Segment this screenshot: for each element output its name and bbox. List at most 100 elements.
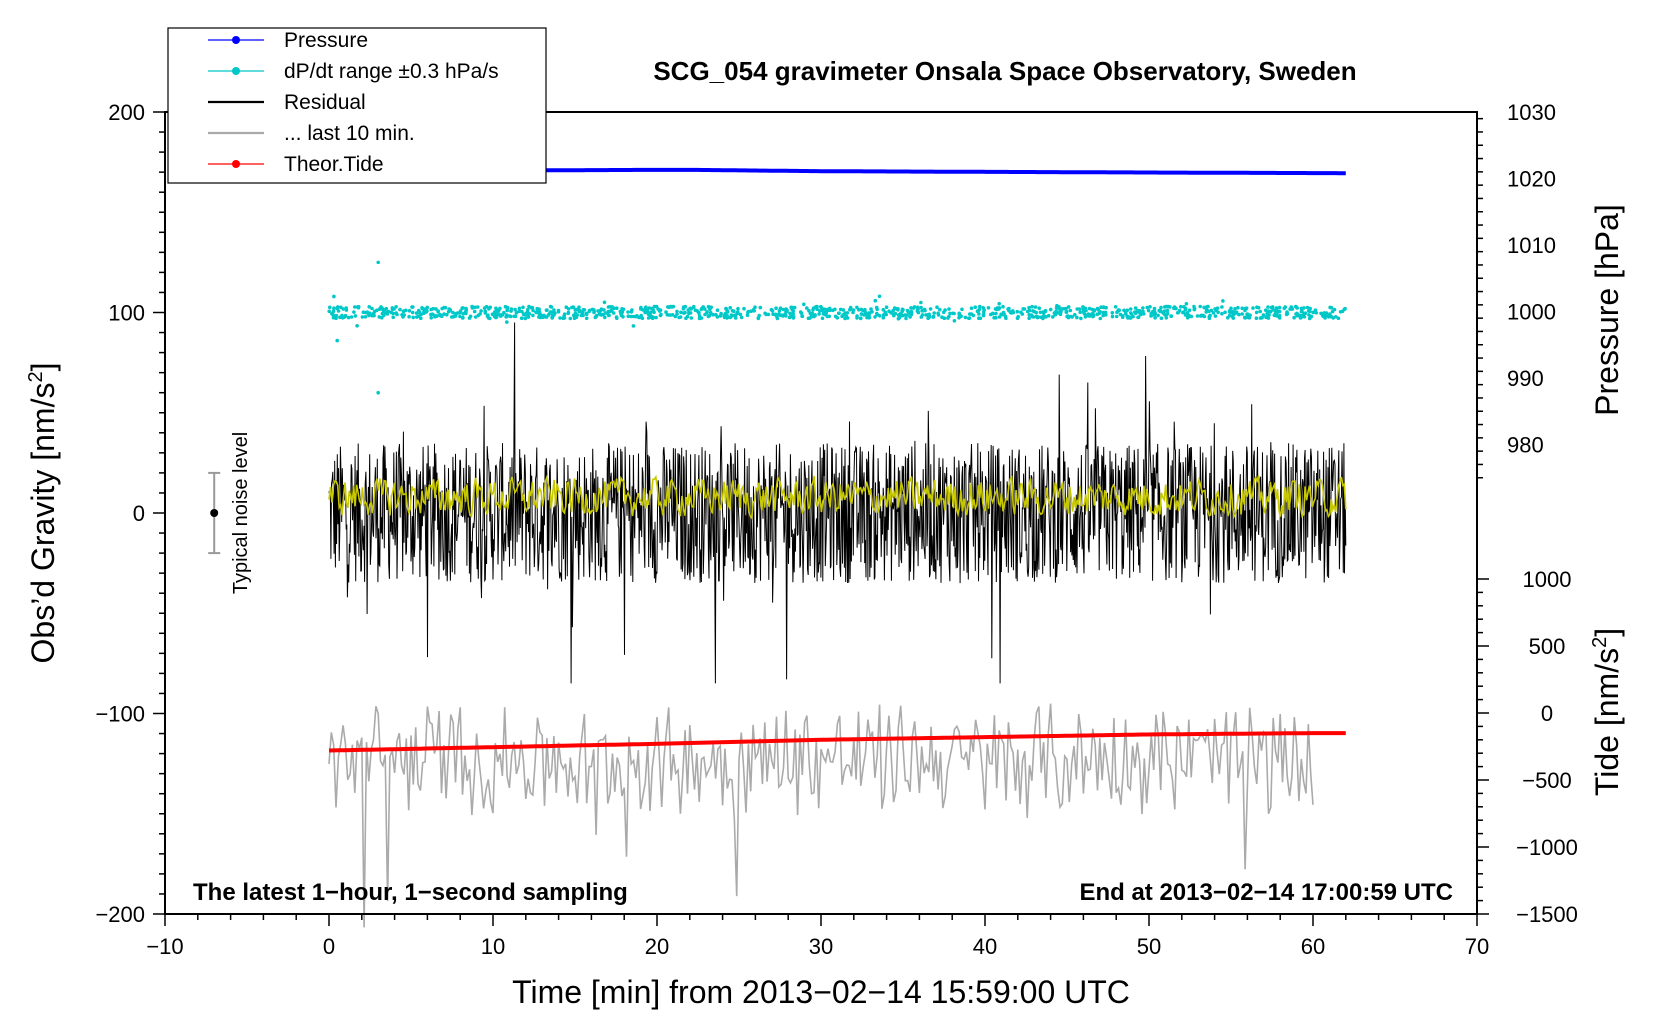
dpdt-point (367, 305, 372, 309)
y-left-tick-label: 200 (108, 100, 145, 125)
dpdt-point (808, 311, 813, 316)
dpdt-point (1314, 311, 1319, 315)
dpdt-point (688, 311, 693, 315)
dpdt-point (919, 315, 924, 319)
dpdt-point (835, 316, 840, 320)
dpdt-point (631, 324, 636, 328)
dpdt-point (733, 316, 738, 320)
tide-tick-label: 500 (1529, 634, 1566, 659)
dpdt-point (641, 308, 645, 312)
dpdt-point (654, 304, 659, 309)
dpdt-point (544, 308, 549, 313)
y-axis-left-title: Obs’d Gravity [nm/s2] (25, 363, 61, 664)
dpdt-point (1299, 309, 1304, 314)
x-tick-label: 50 (1137, 934, 1161, 959)
dpdt-point (541, 315, 545, 320)
dpdt-point (745, 313, 750, 318)
dpdt-point (668, 304, 673, 309)
pressure-tick-label: 1030 (1507, 100, 1556, 125)
dpdt-point (332, 294, 336, 299)
dpdt-point (334, 313, 339, 318)
dpdt-point (1077, 307, 1082, 311)
dpdt-point (900, 313, 905, 318)
dpdt-point (1038, 310, 1043, 315)
y-left-tick-label: −200 (95, 902, 145, 927)
dpdt-point (1202, 305, 1206, 310)
dpdt-point (815, 307, 819, 312)
dpdt-point (820, 316, 825, 321)
dpdt-point (478, 312, 482, 316)
dpdt-point (537, 315, 541, 319)
pressure-tick-label: 990 (1507, 366, 1544, 391)
dpdt-point (537, 311, 542, 316)
dpdt-point (703, 312, 707, 317)
dpdt-point (982, 308, 986, 312)
dpdt-point (827, 314, 832, 319)
dpdt-point (764, 312, 769, 317)
dpdt-point (813, 313, 817, 317)
dpdt-point (936, 311, 940, 316)
dpdt-point (997, 315, 1002, 319)
dpdt-point (735, 310, 740, 314)
dpdt-point (646, 312, 651, 317)
dpdt-point (1095, 312, 1100, 317)
dpdt-point (736, 306, 740, 311)
dpdt-point (981, 313, 986, 318)
dpdt-point (566, 307, 571, 311)
dpdt-point (1243, 306, 1248, 311)
dpdt-point (335, 338, 340, 343)
dpdt-point (838, 307, 843, 312)
dpdt-point (645, 308, 650, 313)
dpdt-point (1321, 313, 1325, 318)
dpdt-point (573, 313, 577, 318)
dpdt-point (1165, 311, 1170, 316)
dpdt-point (1260, 315, 1264, 320)
dpdt-point (1066, 314, 1070, 318)
dpdt-point (603, 315, 607, 320)
dpdt-point (505, 320, 509, 324)
dpdt-point (843, 311, 847, 315)
dpdt-point (436, 309, 440, 314)
dpdt-point (464, 311, 468, 316)
dpdt-point (1306, 309, 1311, 313)
dpdt-point (781, 314, 785, 318)
x-tick-label: 10 (481, 934, 505, 959)
dpdt-point (994, 311, 998, 316)
dpdt-point (1198, 304, 1202, 309)
dpdt-point (1129, 311, 1133, 315)
dpdt-point (503, 304, 508, 309)
dpdt-point (1208, 313, 1212, 318)
dpdt-point (828, 308, 832, 313)
dpdt-point (1220, 311, 1224, 316)
dpdt-point (407, 314, 411, 319)
dpdt-point (787, 315, 792, 320)
dpdt-point (798, 310, 803, 314)
y-axis-pressure-title: Pressure [hPa] (1589, 204, 1625, 416)
dpdt-point (1183, 306, 1188, 311)
dpdt-point (531, 313, 535, 318)
dpdt-point (1163, 305, 1167, 309)
legend-marker (232, 67, 240, 75)
dpdt-point (1120, 315, 1125, 320)
dpdt-point (461, 306, 465, 310)
dpdt-point (530, 305, 535, 310)
dpdt-point (992, 316, 996, 320)
dpdt-point (639, 305, 643, 310)
y-axis-tide-title: Tide [nm/s2] (1589, 628, 1625, 796)
smoothed-residual-series (328, 474, 1347, 520)
dpdt-point (935, 305, 939, 310)
dpdt-point (1267, 313, 1271, 317)
dpdt-point (332, 306, 336, 311)
dpdt-point (696, 311, 701, 315)
dpdt-point (822, 307, 827, 312)
dpdt-point (1113, 305, 1118, 309)
dpdt-point (1198, 314, 1203, 318)
dpdt-point (920, 308, 924, 313)
dpdt-point (904, 316, 908, 321)
dpdt-point (1215, 306, 1220, 311)
dpdt-point (784, 309, 788, 314)
legend: Pressure dP/dt range ±0.3 hPa/s Residual..… (167, 27, 547, 184)
smoothed-residual-line (328, 474, 1347, 520)
dpdt-point (1231, 316, 1236, 320)
